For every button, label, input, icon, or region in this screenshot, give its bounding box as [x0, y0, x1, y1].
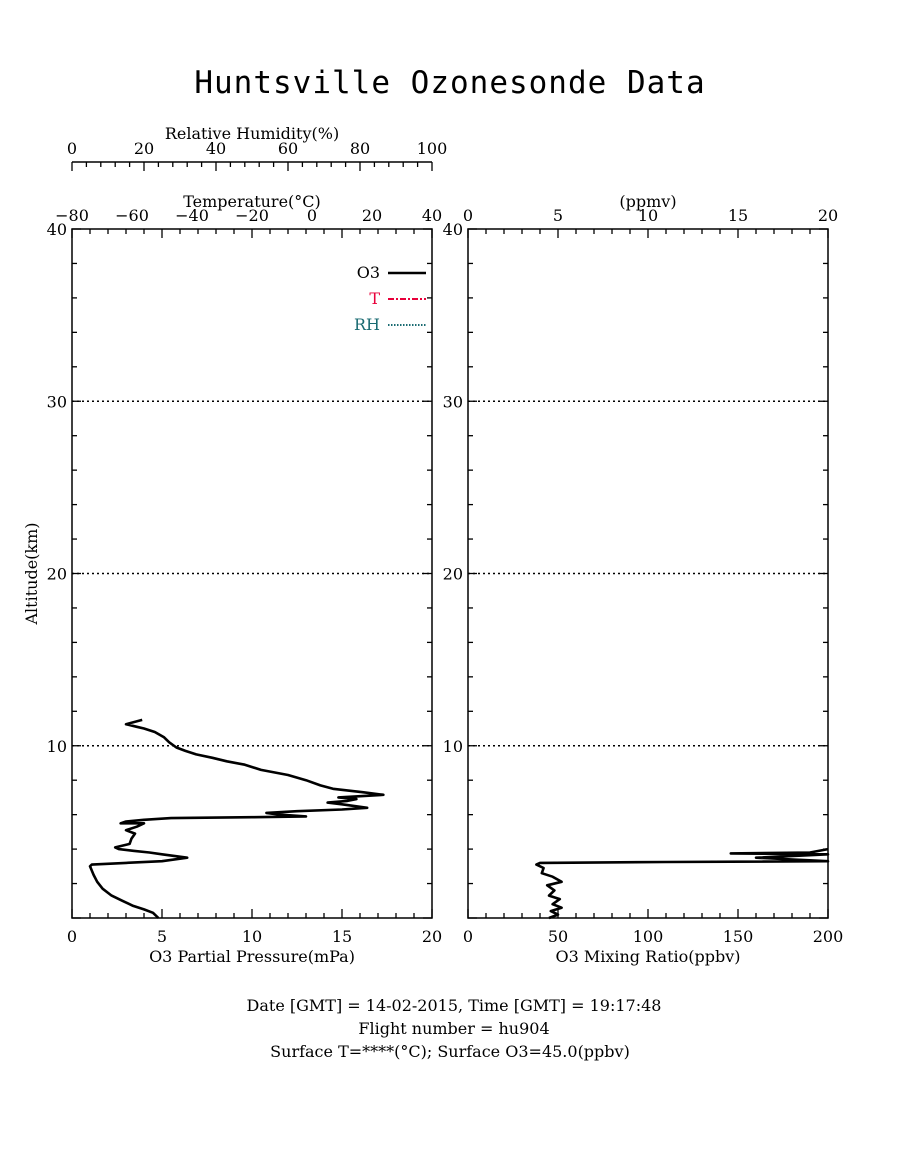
- series-o3-line: [535, 847, 830, 920]
- rh-axis-label: Relative Humidity(%): [165, 124, 339, 143]
- top-tick-label: 40: [422, 206, 442, 225]
- x-tick-label: 50: [548, 927, 568, 946]
- y-tick-label: 30: [47, 392, 67, 411]
- rh-tick-label: 20: [134, 139, 154, 158]
- rh-tick-label: 0: [67, 139, 77, 158]
- y-tick-label: 20: [443, 565, 463, 584]
- footer-surface-values: Surface T=****(°C); Surface O3=45.0(ppbv…: [270, 1042, 630, 1061]
- chart-title: Huntsville Ozonesonde Data: [194, 65, 705, 101]
- footer-date-time: Date [GMT] = 14-02-2015, Time [GMT] = 19…: [247, 996, 662, 1015]
- top-tick-label: 20: [362, 206, 382, 225]
- y-axis-label: Altitude(km): [22, 522, 41, 625]
- x-tick-label: 5: [157, 927, 167, 946]
- top-axis-label: Temperature(°C): [183, 192, 321, 211]
- x-axis-label: O3 Mixing Ratio(ppbv): [555, 947, 740, 966]
- top-tick-label: −20: [235, 206, 269, 225]
- y-tick-label: 10: [443, 737, 463, 756]
- top-axis-label: (ppmv): [619, 192, 676, 211]
- top-tick-label: −60: [115, 206, 149, 225]
- x-tick-label: 100: [633, 927, 664, 946]
- top-tick-label: 0: [307, 206, 317, 225]
- rh-tick-label: 100: [417, 139, 448, 158]
- y-tick-label: 20: [47, 565, 67, 584]
- x-tick-label: 150: [723, 927, 754, 946]
- top-tick-label: 20: [818, 206, 838, 225]
- top-tick-label: 0: [463, 206, 473, 225]
- x-tick-label: 15: [332, 927, 352, 946]
- x-tick-label: 200: [813, 927, 844, 946]
- footer-flight-number: Flight number = hu904: [358, 1019, 549, 1038]
- x-tick-label: 0: [463, 927, 473, 946]
- y-tick-label: 40: [443, 220, 463, 239]
- rh-tick-label: 80: [350, 139, 370, 158]
- x-tick-label: 0: [67, 927, 77, 946]
- rh-tick-label: 40: [206, 139, 226, 158]
- legend-label-t: T: [369, 289, 380, 308]
- x-tick-label: 10: [242, 927, 262, 946]
- x-axis-label: O3 Partial Pressure(mPa): [149, 947, 355, 966]
- top-tick-label: 15: [728, 206, 748, 225]
- legend-label-o3: O3: [357, 263, 380, 282]
- rh-tick-label: 60: [278, 139, 298, 158]
- top-tick-label: 5: [553, 206, 563, 225]
- top-tick-label: −40: [175, 206, 209, 225]
- y-tick-label: 30: [443, 392, 463, 411]
- top-tick-label: 10: [638, 206, 658, 225]
- x-tick-label: 20: [422, 927, 442, 946]
- y-tick-label: 10: [47, 737, 67, 756]
- y-tick-label: 40: [47, 220, 67, 239]
- top-tick-label: −80: [55, 206, 89, 225]
- left-panel: 0 5 10 15 20 10 20 30 40 O3 Partial Pressure(mPa)…: [22, 124, 447, 966]
- series-o3-line: [88, 718, 385, 919]
- legend-label-rh: RH: [354, 315, 380, 334]
